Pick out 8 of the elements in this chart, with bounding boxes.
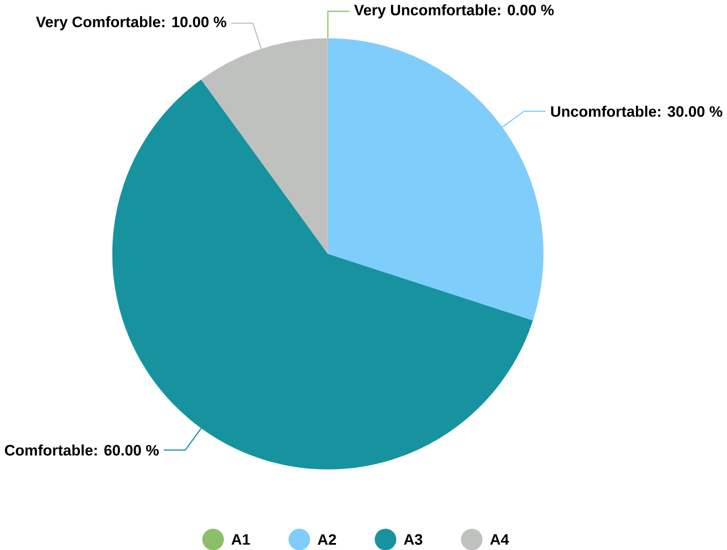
text: Very Uncomfortable: 0.00 % (354, 4, 554, 18)
legend-label: A4 (490, 534, 509, 545)
data-label: Very Comfortable: 10.00 % (36, 16, 226, 30)
data-label: Uncomfortable: 30.00 % (551, 106, 722, 117)
data-label: Comfortable: 60.00 % (4, 444, 159, 456)
legend-label: A3 (404, 534, 422, 545)
legend-label: A2 (318, 534, 336, 545)
legend-label: A1 (231, 534, 250, 545)
